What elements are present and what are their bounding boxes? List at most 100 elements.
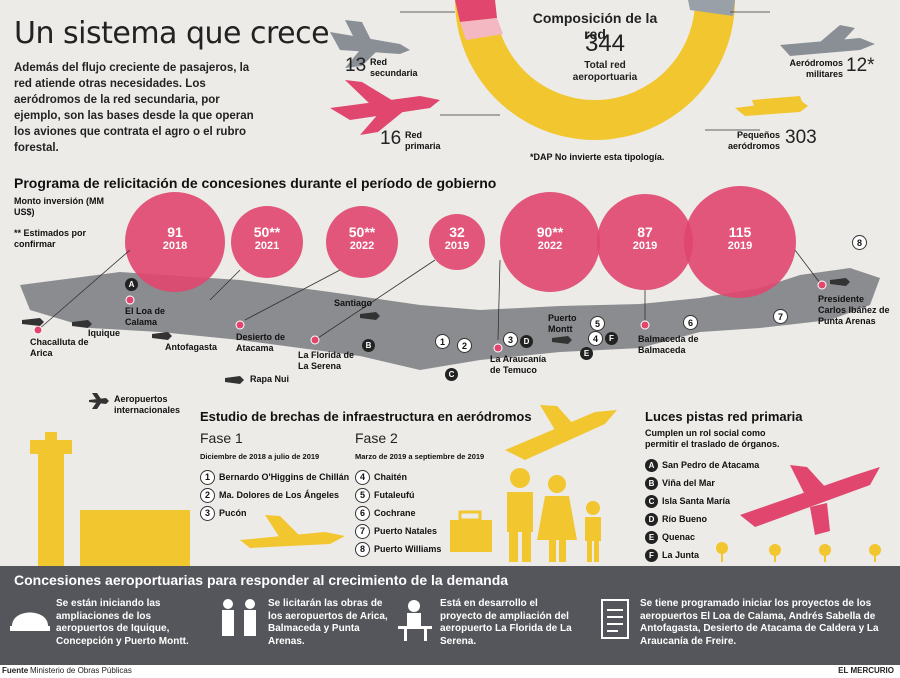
airport-la-serena: La Florida de La Serena <box>298 350 355 371</box>
marker-1: 1 <box>435 334 450 349</box>
bubble-label-7: 115 2019 <box>727 224 753 252</box>
source-label: Fuente <box>2 666 29 675</box>
phase1-period: Diciembre de 2018 a julio de 2019 <box>200 452 320 461</box>
list-item: C Isla Santa María <box>645 492 759 510</box>
list-item: F La Junta <box>645 546 759 564</box>
bubble-6 <box>597 194 693 290</box>
study-title: Estudio de brechas de infraestructura en… <box>200 409 532 424</box>
primary-value: 16 <box>380 128 402 149</box>
bubble-5 <box>500 192 600 292</box>
bubble-label-2: 50** 2021 <box>253 224 281 252</box>
airport-iquique: Iquique <box>88 328 120 338</box>
list-item: 3 Pucón <box>200 504 349 522</box>
donut-small-aerodromes <box>455 0 735 140</box>
airport-arica: Chacalluta de Arica <box>30 337 89 358</box>
airliner-pink-icon <box>330 80 440 135</box>
military-value: 12* <box>846 55 875 76</box>
control-tower-icon <box>30 432 190 566</box>
engineer-desk-icon <box>398 600 432 641</box>
marker-D: D <box>520 335 533 348</box>
marker-4: 4 <box>588 331 603 346</box>
composition-note: *DAP No invierte esta tipología. <box>530 152 665 162</box>
phase2-period: Marzo de 2019 a septiembre de 2019 <box>355 452 485 461</box>
airplane-legend-icon <box>89 393 109 409</box>
bottom-band <box>0 566 900 666</box>
donut-secondary <box>460 18 503 40</box>
bubble-label-3: 50** 2022 <box>348 224 376 252</box>
list-item: B Viña del Mar <box>645 474 759 492</box>
airport-temuco: La Araucanía de Temuco <box>490 354 547 375</box>
marker-F: F <box>605 332 618 345</box>
lights-title: Luces pistas red primaria <box>645 409 803 424</box>
donut-primary <box>455 0 497 22</box>
airport-puerto-montt: Puerto Montt <box>548 313 577 334</box>
list-item: D Río Bueno <box>645 510 759 528</box>
marker-5: 5 <box>590 316 605 331</box>
chile-map <box>20 268 880 370</box>
runway-light-icon <box>716 542 728 562</box>
composition-graphic <box>330 0 875 140</box>
yellow-airliner-icon <box>240 515 345 548</box>
bottom-col-2: Se licitarán las obras de los aeropuerto… <box>268 598 388 647</box>
airport-calama: El Loa de Calama <box>125 306 166 327</box>
bubble-2 <box>231 206 303 278</box>
concessions-title: Programa de relicitación de concesiones … <box>14 175 497 191</box>
airport-santiago: Santiago <box>334 298 373 308</box>
lights-list: A San Pedro de Atacama B Viña del Mar C Isl… <box>645 456 759 564</box>
bubble-label-1: 91 2018 <box>162 224 188 252</box>
list-item: 1 Bernardo O'Higgins de Chillán <box>200 468 349 486</box>
bottom-title: Concesiones aeroportuarias para responde… <box>14 572 509 588</box>
airport-punta-arenas: Presidente Carlos Ibáñez de Punta Arenas <box>818 294 890 326</box>
bubble-label-4: 32 2019 <box>444 224 470 252</box>
bottom-col-1: Se están iniciando las ampliaciones de l… <box>56 598 189 647</box>
workers-icon <box>222 599 256 636</box>
list-item: 2 Ma. Dolores de Los Ángeles <box>200 486 349 504</box>
page-title: Un sistema que crece <box>14 16 330 51</box>
estimate-note: ** Estimados por confirmar <box>14 228 87 249</box>
military-label: Aeródromos militares <box>789 58 843 79</box>
intro-text: Además del flujo creciente de pasajeros,… <box>14 62 254 154</box>
phase1-list: 1 Bernardo O'Higgins de Chillán 2 Ma. Dolo… <box>200 468 349 522</box>
bubble-4 <box>429 214 485 270</box>
footer: Fuente Ministerio de Obras Públicas EL M… <box>0 665 900 678</box>
composition-total-label: Total red aeroportuaria <box>572 60 638 83</box>
marker-6: 6 <box>683 315 698 330</box>
small-aerodromes-label: Pequeños aeródromos <box>727 130 780 151</box>
map-graphic <box>20 186 880 384</box>
bubble-1 <box>125 192 225 292</box>
marker-7: 7 <box>773 309 788 324</box>
airport-rapa-nui: Rapa Nui <box>250 374 290 384</box>
secondary-value: 13 <box>345 55 367 76</box>
marker-A: A <box>125 278 138 291</box>
document-icon <box>601 599 629 639</box>
bubble-label-5: 90** 2022 <box>536 224 564 252</box>
small-plane-icon <box>735 96 808 116</box>
list-item: 6 Cochrane <box>355 504 441 522</box>
bubble-label-6: 87 2019 <box>632 224 658 252</box>
phase1-title: Fase 1 <box>200 430 243 446</box>
bottom-col-3: Está en desarrollo el proyecto de amplia… <box>440 598 572 647</box>
list-item: 8 Puerto Williams <box>355 540 441 558</box>
marker-E: E <box>580 347 593 360</box>
composition-title: Composición de la red <box>532 10 658 42</box>
small-aerodromes-value: 303 <box>785 127 817 148</box>
list-item: 4 Chaitén <box>355 468 441 486</box>
investment-label: Monto inversión (MM US$) <box>14 196 104 217</box>
bottom-col-4: Se tiene programado iniciar los proyecto… <box>640 598 879 647</box>
lights-subtitle: Cumplen un rol social como permitir el t… <box>645 428 780 449</box>
bubble-7 <box>684 186 796 298</box>
list-item: A San Pedro de Atacama <box>645 456 759 474</box>
donut-military <box>688 0 735 16</box>
fighter-jet-icon <box>780 25 875 56</box>
phase2-list: 4 Chaitén 5 Futaleufú 6 Cochrane 7 Puerto Na… <box>355 468 441 558</box>
brand-text: EL MERCURIO <box>838 666 894 675</box>
list-item: E Quenac <box>645 528 759 546</box>
phase2-title: Fase 2 <box>355 430 398 446</box>
airport-atacama: Desierto de Atacama <box>236 332 286 353</box>
bubble-3 <box>326 206 398 278</box>
family-travelers-icon <box>450 405 617 562</box>
military-jet-icon <box>330 20 410 68</box>
marker-8: 8 <box>852 235 867 250</box>
legend-international: Aeropuertos internacionales <box>114 394 181 415</box>
marker-C: C <box>445 368 458 381</box>
